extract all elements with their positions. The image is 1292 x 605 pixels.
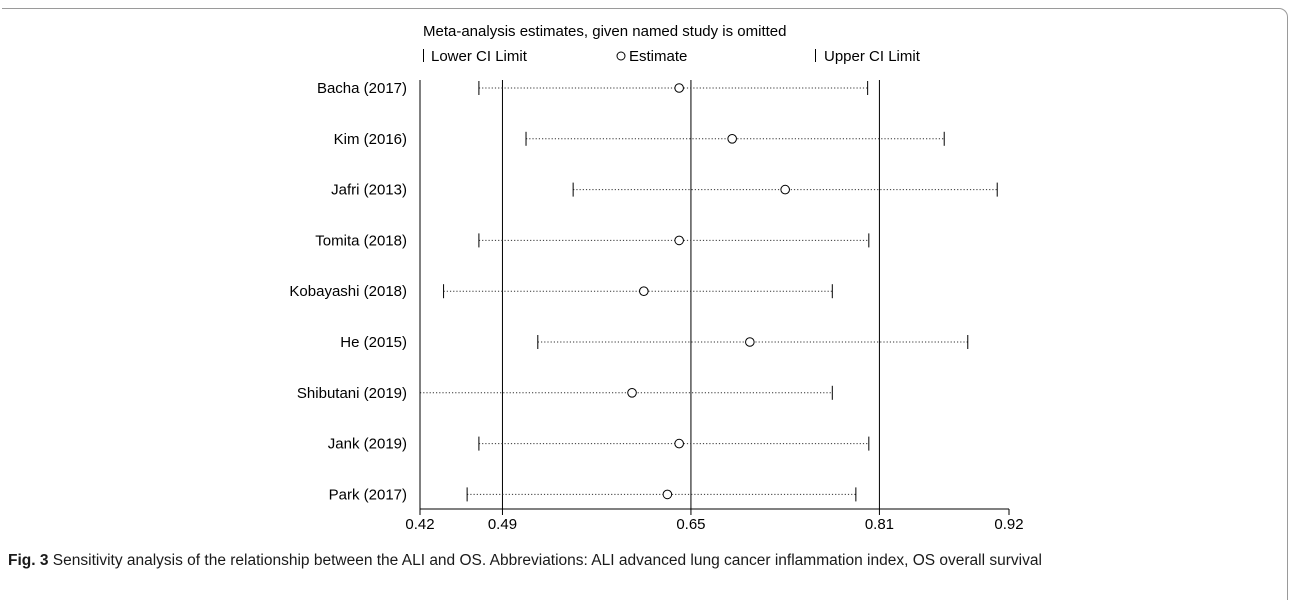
legend-estimate-label: Estimate: [629, 48, 687, 65]
x-tick-label: 0.65: [676, 516, 705, 533]
study-label: He (2015): [340, 334, 407, 351]
legend-lower-label: Lower CI Limit: [431, 48, 528, 65]
estimate-point: [662, 489, 673, 500]
x-tick-label: 0.42: [405, 516, 434, 533]
estimate-point: [627, 388, 637, 398]
estimate-point: [745, 337, 755, 347]
x-tick-label: 0.92: [994, 516, 1023, 533]
figure-frame: [2, 8, 1288, 600]
estimate-point: [674, 83, 684, 93]
figure-caption: Fig. 3 Sensitivity analysis of the relat…: [8, 551, 1278, 571]
study-label: Jafri (2013): [331, 182, 407, 199]
study-label: Park (2017): [329, 486, 407, 503]
study-label: Bacha (2017): [317, 80, 407, 97]
x-tick-label: 0.81: [865, 516, 894, 533]
chart-title: Meta-analysis estimates, given named stu…: [423, 23, 787, 40]
estimate-point: [674, 438, 684, 449]
estimate-point: [639, 286, 649, 297]
legend-estimate-marker: [616, 51, 626, 61]
study-label: Jank (2019): [328, 436, 407, 453]
estimate-point: [780, 184, 790, 195]
caption-text: Sensitivity analysis of the relationship…: [48, 552, 1042, 569]
x-tick-label: 0.49: [488, 516, 517, 533]
caption-label: Fig. 3: [8, 552, 49, 569]
legend-upper-label: Upper CI Limit: [824, 48, 921, 65]
study-label: Tomita (2018): [315, 232, 407, 249]
study-label: Kim (2016): [334, 131, 407, 148]
sensitivity-chart: Meta-analysis estimates, given named stu…: [289, 23, 1023, 533]
estimate-point: [727, 134, 737, 144]
study-label: Shibutani (2019): [297, 385, 407, 402]
study-label: Kobayashi (2018): [289, 283, 407, 300]
estimate-point: [674, 235, 684, 246]
